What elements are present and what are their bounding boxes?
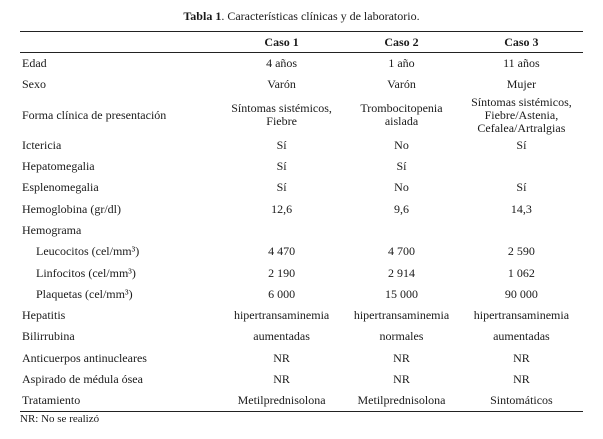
row-label: Hepatitis bbox=[22, 308, 66, 323]
cell-caso-2: 4 700 bbox=[387, 244, 415, 259]
row-label: Aspirado de médula ósea bbox=[22, 372, 143, 386]
cell-caso-3: NR bbox=[513, 350, 530, 365]
cell-caso-3 bbox=[460, 156, 583, 177]
cell-caso-3: Sí bbox=[516, 180, 527, 195]
cell-caso-2: Sí bbox=[396, 159, 407, 174]
cell-caso-3: 1 062 bbox=[507, 265, 535, 280]
cell-caso-1: 12,6 bbox=[271, 201, 293, 216]
row-label: Linfocitos (cel/mm³) bbox=[36, 265, 136, 280]
table-row: Tratamiento Metilprednisolona Metilprednis… bbox=[20, 390, 583, 412]
cell-caso-2: 2 914 bbox=[387, 265, 415, 280]
cell-caso-2: No bbox=[394, 180, 409, 195]
cell-caso-3: Síntomas sistémicos, Fiebre/Astenia, Cef… bbox=[471, 94, 572, 135]
table-row: Aspirado de médula ósea NR NR NR bbox=[20, 369, 583, 390]
cell-caso-1: 6 000 bbox=[268, 286, 296, 301]
cell-caso-3 bbox=[460, 220, 583, 241]
row-label: Hemoglobina (gr/dl) bbox=[22, 201, 121, 216]
row-label: Leucocitos (cel/mm³) bbox=[36, 244, 140, 259]
row-label: Sexo bbox=[22, 77, 46, 92]
cell-caso-1: Sí bbox=[276, 159, 287, 174]
header-empty bbox=[20, 32, 220, 53]
cell-caso-2: Metilprednisolona bbox=[357, 393, 446, 408]
cell-caso-2: 9,6 bbox=[393, 201, 409, 216]
row-label: Hemograma bbox=[22, 222, 82, 237]
cell-caso-1: Síntomas sistémicos, Fiebre bbox=[231, 101, 332, 129]
table-row: Linfocitos (cel/mm³) 2 190 2 914 1 062 bbox=[20, 262, 583, 283]
table-row: Forma clínica de presentación Síntomas si… bbox=[20, 94, 583, 135]
cell-caso-2: 15 000 bbox=[384, 286, 418, 301]
cell-caso-1: NR bbox=[273, 372, 290, 386]
clinical-table: Caso 1 Caso 2 Caso 3 Edad 4 años 1 año 11 a… bbox=[20, 31, 583, 412]
header-caso-3: Caso 3 bbox=[504, 34, 539, 49]
cell-caso-2: Trombocitopenia aislada bbox=[360, 101, 443, 129]
row-label: Ictericia bbox=[22, 137, 62, 152]
table-row: Hemograma bbox=[20, 220, 583, 241]
row-label: Plaquetas (cel/mm³) bbox=[36, 286, 133, 301]
cell-caso-1: NR bbox=[273, 350, 290, 365]
cell-caso-2 bbox=[343, 220, 460, 241]
cell-caso-3: Sí bbox=[516, 137, 527, 152]
cell-caso-2: hipertransaminemia bbox=[353, 308, 450, 323]
header-row: Caso 1 Caso 2 Caso 3 bbox=[20, 31, 583, 53]
cell-caso-1: aumentadas bbox=[253, 329, 310, 344]
cell-caso-3: 2 590 bbox=[507, 244, 535, 259]
cell-caso-3: 14,3 bbox=[510, 201, 532, 216]
cell-caso-1: 4 años bbox=[266, 56, 298, 71]
table-row: Esplenomegalia Sí No Sí bbox=[20, 177, 583, 198]
cell-caso-1: 4 470 bbox=[268, 244, 296, 259]
table-caption: Tabla 1. Características clínicas y de l… bbox=[0, 9, 603, 24]
header-caso-1: Caso 1 bbox=[264, 34, 299, 49]
table-row: Leucocitos (cel/mm³) 4 470 4 700 2 590 bbox=[20, 241, 583, 262]
row-label: Tratamiento bbox=[22, 393, 81, 408]
cell-caso-2: NR bbox=[393, 350, 410, 365]
footnote: NR: No se realizó bbox=[20, 413, 100, 425]
cell-caso-3: 11 años bbox=[503, 56, 540, 71]
caption-label: Tabla 1 bbox=[183, 9, 222, 23]
caption-text: . Características clínicas y de laborato… bbox=[221, 9, 420, 23]
table-row: Hemoglobina (gr/dl) 12,6 9,6 14,3 bbox=[20, 198, 583, 219]
table-row: Hepatomegalia Sí Sí bbox=[20, 156, 583, 177]
table-row: Plaquetas (cel/mm³) 6 000 15 000 90 000 bbox=[20, 284, 583, 305]
table-row: Bilirrubina aumentadas normales aumentadas bbox=[20, 326, 583, 347]
cell-caso-1: Sí bbox=[276, 137, 287, 152]
row-label: Forma clínica de presentación bbox=[22, 107, 167, 122]
cell-caso-1 bbox=[220, 220, 343, 241]
row-label: Bilirrubina bbox=[22, 329, 75, 344]
table-row: Hepatitis hipertransaminemia hipertransami… bbox=[20, 305, 583, 326]
cell-caso-2: 1 año bbox=[388, 56, 415, 71]
header-caso-2: Caso 2 bbox=[384, 34, 419, 49]
table-row: Sexo Varón Varón Mujer bbox=[20, 74, 583, 95]
cell-caso-3: aumentadas bbox=[493, 329, 550, 344]
table-row: Edad 4 años 1 año 11 años bbox=[20, 53, 583, 75]
cell-caso-2: NR bbox=[393, 372, 410, 386]
row-label: Edad bbox=[22, 56, 47, 71]
cell-caso-1: Metilprednisolona bbox=[237, 393, 326, 408]
row-label: Esplenomegalia bbox=[22, 180, 99, 195]
cell-caso-2: No bbox=[394, 137, 409, 152]
cell-caso-1: Varón bbox=[267, 77, 296, 92]
row-label: Anticuerpos antinucleares bbox=[22, 350, 147, 365]
cell-caso-1: Sí bbox=[276, 180, 287, 195]
cell-caso-3: NR bbox=[513, 372, 530, 386]
cell-caso-3: hipertransaminemia bbox=[473, 308, 570, 323]
cell-caso-2: Varón bbox=[387, 77, 416, 92]
table-row: Ictericia Sí No Sí bbox=[20, 135, 583, 156]
table-row: Anticuerpos antinucleares NR NR NR bbox=[20, 348, 583, 369]
cell-caso-1: 2 190 bbox=[268, 265, 296, 280]
cell-caso-3: 90 000 bbox=[504, 286, 538, 301]
row-label: Hepatomegalia bbox=[22, 159, 95, 174]
cell-caso-2: normales bbox=[379, 329, 424, 344]
cell-caso-3: Sintomáticos bbox=[490, 393, 553, 408]
cell-caso-3: Mujer bbox=[506, 77, 537, 92]
cell-caso-1: hipertransaminemia bbox=[233, 308, 330, 323]
